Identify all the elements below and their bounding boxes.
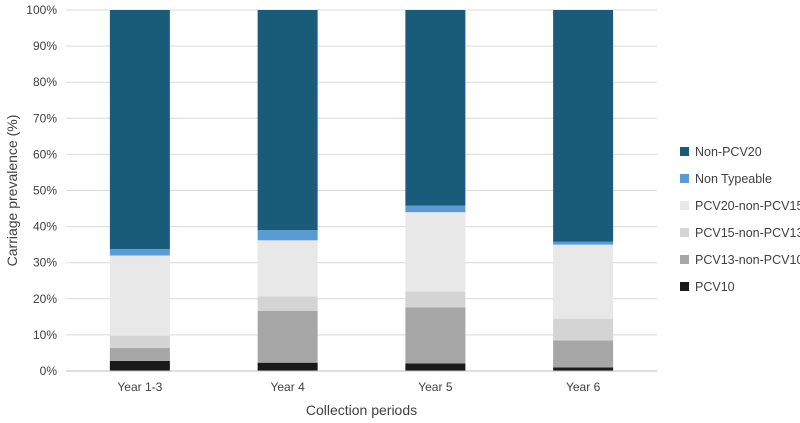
bar-segment (553, 244, 614, 319)
legend-swatch (680, 255, 689, 264)
legend-swatch (680, 174, 689, 183)
y-tick-label: 60% (33, 147, 57, 161)
legend-label: PCV13-non-PCV10 (695, 253, 800, 267)
legend-label: PCV15-non-PCV13 (695, 226, 800, 240)
bar-segment (109, 248, 170, 256)
x-tick-label: Year 4 (270, 380, 305, 394)
bar-segment (553, 340, 614, 368)
bar-stack (553, 10, 614, 371)
bar-segment (257, 10, 318, 231)
bar-segment (405, 291, 466, 308)
bar-segment (109, 360, 170, 371)
bar-segment (257, 362, 318, 371)
bar-stack (257, 10, 318, 371)
y-tick-label: 70% (33, 111, 57, 125)
legend-label: PCV20-non-PCV15 (695, 199, 800, 213)
y-tick-label: 50% (33, 184, 57, 198)
y-tick-label: 80% (33, 75, 57, 89)
bar-segment (405, 307, 466, 364)
bar-segment (257, 240, 318, 297)
legend-item: PCV13-non-PCV10 (680, 253, 800, 267)
legend-item: PCV10 (680, 280, 735, 294)
legend-label: Non-PCV20 (695, 145, 762, 159)
y-axis-title: Carriage prevalence (%) (4, 115, 20, 267)
bar-segment (257, 230, 318, 241)
bar-segment (405, 205, 466, 213)
bar-segment (109, 255, 170, 336)
bar-segment (405, 363, 466, 371)
legend: Non-PCV20 Non Typeable PCV20-non-PCV15 PCV1… (680, 145, 800, 294)
bars (109, 10, 614, 371)
bar-segment (109, 335, 170, 348)
legend-label: Non Typeable (695, 172, 772, 186)
y-axis-ticks: 0% 10% 20% 30% 40% 50% 60% 70% 80% 90% 100% (26, 3, 57, 378)
y-tick-label: 40% (33, 220, 57, 234)
legend-item: PCV20-non-PCV15 (680, 199, 800, 213)
bar-stack (405, 10, 466, 371)
legend-swatch (680, 201, 689, 210)
y-tick-label: 30% (33, 256, 57, 270)
bar-segment (553, 241, 614, 245)
bar-segment (553, 367, 614, 371)
legend-item: PCV15-non-PCV13 (680, 226, 800, 240)
x-axis-ticks: Year 1-3 Year 4 Year 5 Year 6 (117, 380, 600, 394)
bar-segment (553, 10, 614, 242)
bar-segment (109, 347, 170, 361)
legend-item: Non Typeable (680, 172, 772, 186)
x-axis-title: Collection periods (306, 402, 417, 418)
x-tick-label: Year 1-3 (117, 380, 162, 394)
y-tick-label: 90% (33, 39, 57, 53)
y-tick-label: 100% (26, 3, 57, 17)
x-tick-label: Year 6 (566, 380, 601, 394)
bar-segment (553, 318, 614, 341)
legend-label: PCV10 (695, 280, 735, 294)
legend-swatch (680, 228, 689, 237)
legend-swatch (680, 147, 689, 156)
x-tick-label: Year 5 (418, 380, 453, 394)
legend-item: Non-PCV20 (680, 145, 762, 159)
bar-segment (109, 10, 170, 249)
bar-segment (405, 212, 466, 292)
legend-swatch (680, 282, 689, 291)
y-tick-label: 0% (40, 364, 58, 378)
y-tick-label: 10% (33, 328, 57, 342)
bar-stack (109, 10, 170, 371)
bar-segment (257, 296, 318, 311)
y-tick-label: 20% (33, 292, 57, 306)
bar-segment (405, 10, 466, 206)
bar-segment (257, 310, 318, 363)
